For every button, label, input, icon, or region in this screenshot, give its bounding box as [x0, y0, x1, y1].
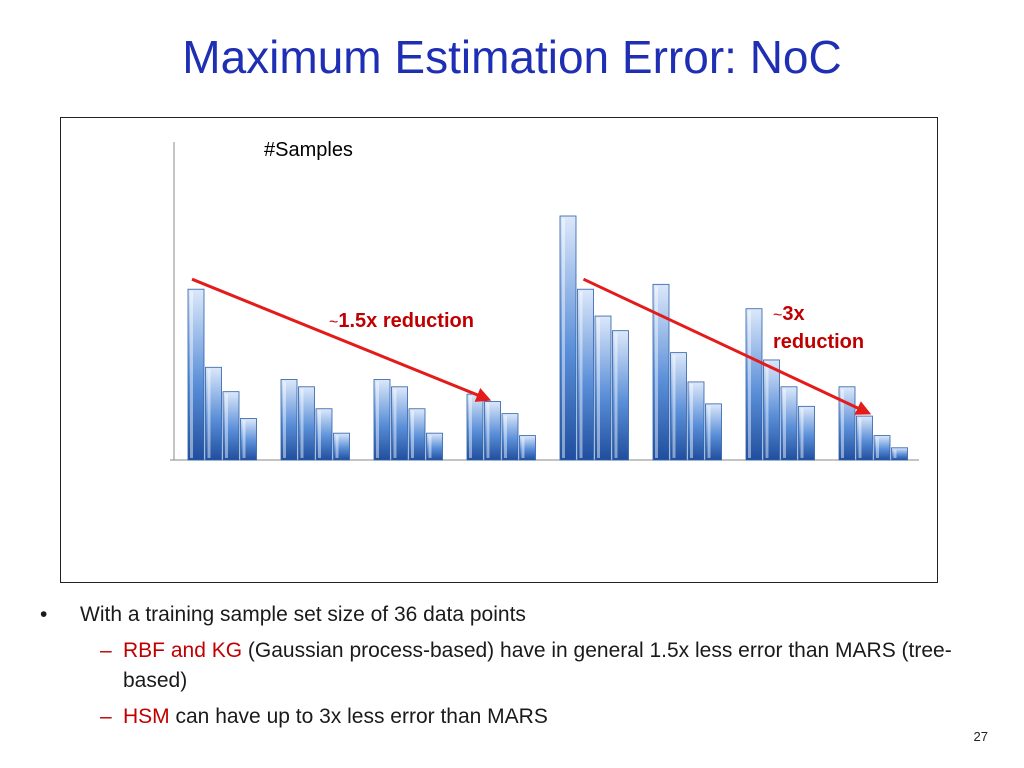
bar-g3-b3	[408, 408, 426, 461]
chart-frame: #Samples ~1.5x reduction ~3x reduction	[60, 117, 938, 583]
bar-g4-b2	[484, 401, 501, 461]
bar-g4-b3	[501, 413, 519, 461]
bar-highlight	[765, 361, 769, 458]
bar-highlight	[707, 405, 711, 458]
bar-highlight	[562, 218, 565, 458]
bar-highlight	[614, 332, 618, 458]
bar-g1-b4	[240, 418, 257, 461]
bar-g6-b1	[652, 283, 670, 461]
bar-highlight	[469, 396, 472, 458]
bullet-list: • With a training sample set size of 36 …	[40, 600, 980, 732]
bar-highlight	[579, 291, 583, 458]
sub-bullet-dash: –	[100, 639, 112, 662]
bullet-item: • With a training sample set size of 36 …	[40, 600, 980, 630]
bar-highlight	[504, 415, 507, 458]
highlight-hsm: HSM	[123, 705, 170, 728]
reduction-arrow-2	[582, 277, 872, 415]
bar-highlight	[597, 318, 600, 458]
bar-g1-b1	[187, 288, 205, 461]
slide-title: Maximum Estimation Error: NoC	[182, 31, 842, 83]
bar-g5-b4	[612, 330, 629, 461]
bar-highlight	[393, 388, 397, 458]
bar-g2-b2	[298, 386, 315, 461]
bar-g3-b1	[373, 379, 391, 461]
bar-g6-b2	[670, 352, 687, 461]
bar-highlight	[655, 286, 658, 458]
bar-g7-b1	[745, 308, 763, 461]
bar-g5-b3	[594, 315, 612, 461]
bar-g5-b1	[559, 215, 577, 461]
bar-highlight	[690, 383, 693, 458]
bar-highlight	[411, 410, 414, 458]
bar-g6-b3	[687, 381, 705, 461]
annotation-2-line1: 3x	[782, 303, 804, 325]
bar-g3-b2	[391, 386, 408, 461]
bar-g7-b2	[763, 359, 780, 461]
bar-highlight	[672, 354, 676, 458]
bar-g2-b4	[333, 432, 350, 461]
bar-g2-b1	[280, 379, 298, 461]
bar-highlight	[283, 381, 286, 458]
bar-highlight	[190, 291, 193, 458]
bar-highlight	[242, 420, 246, 458]
sub-bullet-text: (Gaussian process-based) have in general…	[123, 639, 952, 692]
bar-g1-b2	[205, 366, 222, 461]
bar-g8-b3	[873, 435, 891, 461]
bar-highlight	[893, 449, 897, 458]
annotation-3x: ~3x reduction	[773, 303, 864, 353]
annotation-2-tilde: ~	[773, 307, 782, 324]
bar-highlight	[783, 388, 786, 458]
bar-highlight	[335, 435, 339, 458]
bar-highlight	[521, 437, 525, 458]
bar-highlight	[428, 435, 432, 458]
bar-g2-b3	[315, 408, 333, 461]
bar-highlight	[876, 437, 879, 458]
chart-title: #Samples	[264, 139, 353, 161]
bar-g8-b4	[891, 447, 908, 461]
bar-highlight	[207, 369, 211, 458]
bar-highlight	[300, 388, 304, 458]
bar-highlight	[376, 381, 379, 458]
bar-g8-b2	[856, 415, 873, 461]
highlight-rbf-kg: RBF and KG	[123, 639, 243, 662]
annotation-1-tilde: ~	[329, 314, 338, 331]
annotation-1-text: 1.5x reduction	[338, 310, 474, 332]
bar-g4-b4	[519, 435, 536, 461]
reduction-arrow-1	[191, 277, 492, 402]
bullet-text: With a training sample set size of 36 da…	[80, 603, 526, 626]
bullet-dot: •	[40, 603, 48, 626]
bar-g6-b4	[705, 403, 722, 461]
bar-chart: #Samples ~1.5x reduction ~3x reduction	[170, 139, 919, 461]
sub-bullet-rbf-kg: – RBF and KG (Gaussian process-based) ha…	[40, 636, 980, 696]
annotation-1-5x: ~1.5x reduction	[329, 310, 474, 332]
bar-g1-b3	[222, 391, 240, 461]
bar-g7-b4	[798, 405, 815, 461]
bar-highlight	[486, 403, 490, 458]
bar-highlight	[748, 310, 751, 458]
sub-bullet-hsm: – HSM can have up to 3x less error than …	[40, 702, 980, 732]
bar-highlight	[318, 410, 321, 458]
bar-highlight	[800, 408, 804, 458]
bar-g3-b4	[426, 432, 443, 461]
sub-bullet-text: can have up to 3x less error than MARS	[169, 705, 548, 728]
bar-highlight	[858, 418, 862, 458]
bar-g7-b3	[780, 386, 798, 461]
page-number: 27	[973, 729, 988, 744]
sub-bullet-dash: –	[100, 705, 112, 728]
bar-g5-b2	[577, 288, 594, 461]
bar-highlight	[225, 393, 228, 458]
bar-highlight	[841, 388, 844, 458]
annotation-2-line2: reduction	[773, 331, 864, 353]
